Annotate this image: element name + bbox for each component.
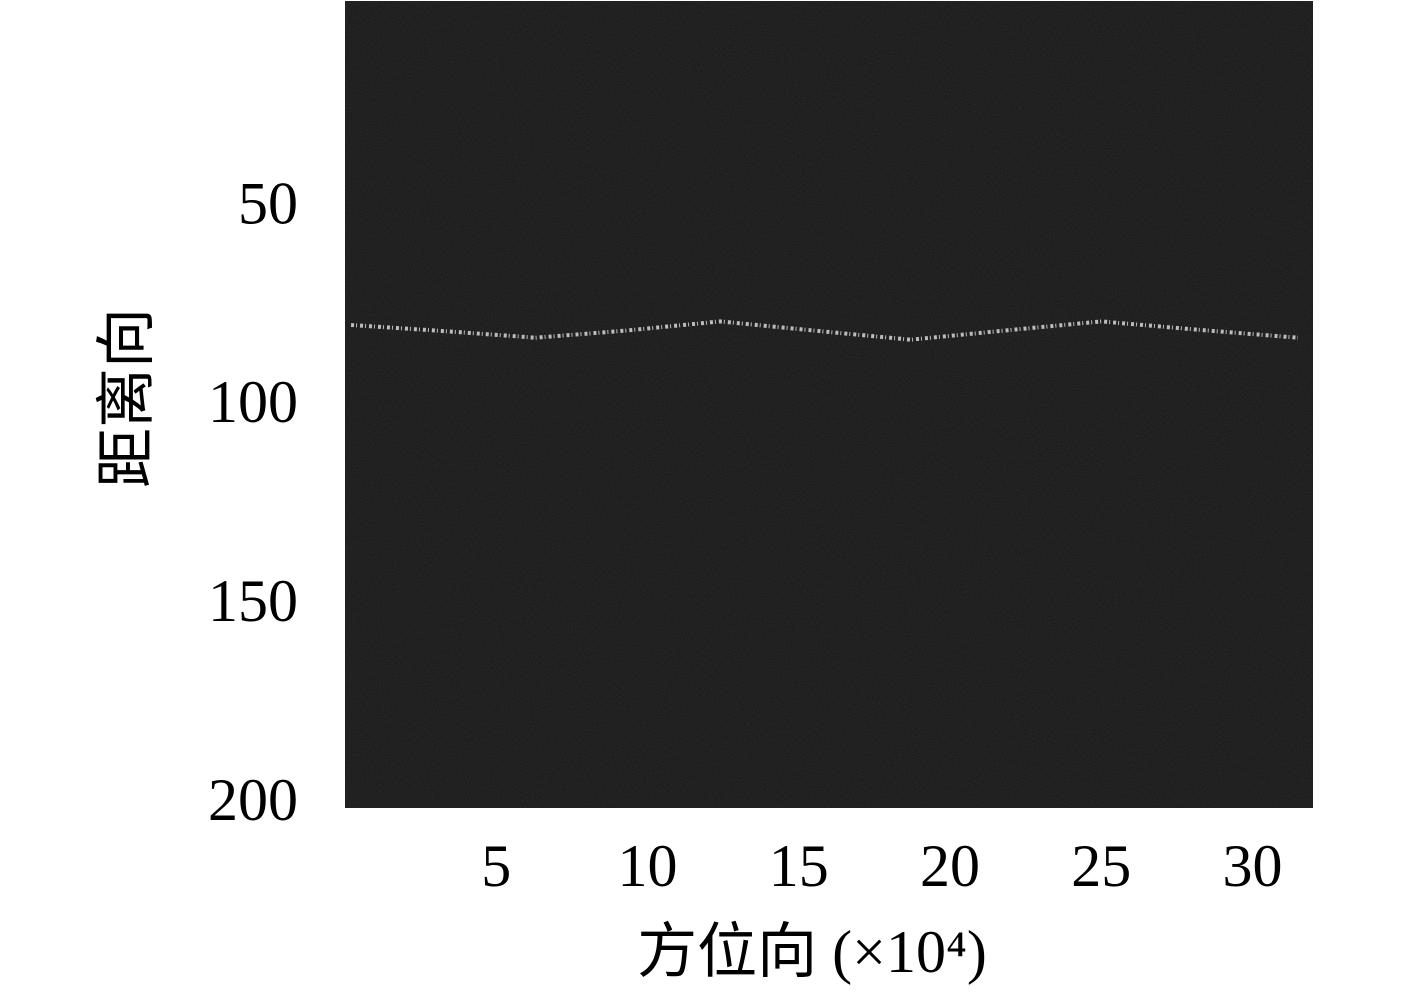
x-tick-label: 10 — [618, 833, 678, 899]
y-axis-label: 距离向 — [94, 308, 160, 488]
image-noise — [345, 1, 1313, 808]
x-tick-label: 30 — [1223, 833, 1283, 899]
y-tick-label: 200 — [208, 767, 298, 833]
bright-streak — [350, 319, 1299, 342]
x-tick-label: 15 — [769, 833, 829, 899]
y-tick-label: 50 — [238, 170, 298, 236]
x-axis-label: 方位向 (×10⁴) — [637, 919, 987, 985]
x-tick-label: 5 — [481, 833, 511, 899]
y-tick-label: 150 — [208, 568, 298, 634]
y-tick-label: 100 — [208, 369, 298, 435]
x-tick-label: 25 — [1071, 833, 1131, 899]
x-tick-label: 20 — [920, 833, 980, 899]
